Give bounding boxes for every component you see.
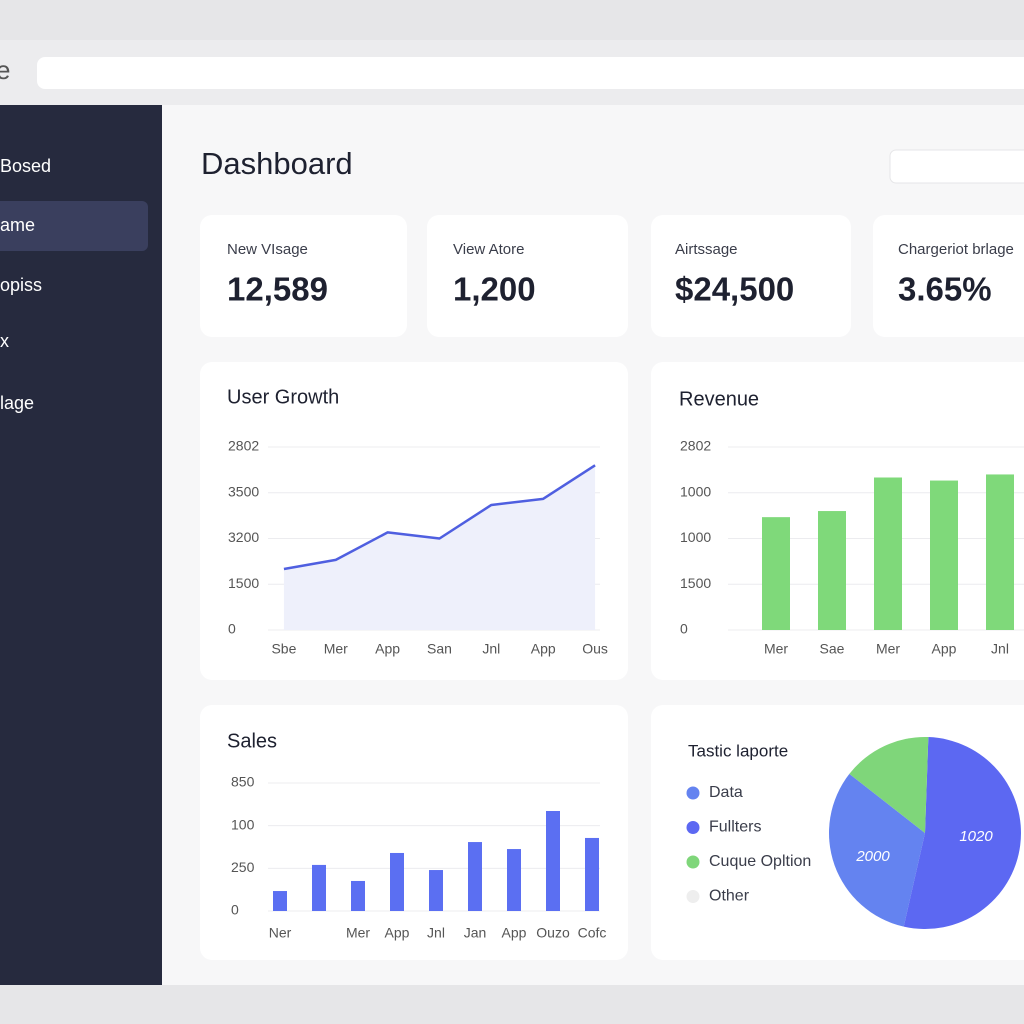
x-tick-label: Sbe	[271, 641, 296, 657]
url-bar[interactable]	[37, 57, 1024, 89]
sidebar-item[interactable]: ame	[0, 215, 35, 235]
y-tick-label: 0	[680, 621, 688, 637]
bar	[986, 474, 1014, 630]
slice-label: 1020	[959, 828, 993, 845]
y-tick-label: 1500	[228, 575, 259, 591]
x-tick-label: Sae	[820, 641, 845, 657]
bar	[930, 480, 958, 630]
bar	[312, 864, 326, 911]
stat-value: 3.65%	[898, 271, 992, 308]
chart-title: Revenue	[679, 388, 759, 410]
bar	[585, 837, 599, 911]
sidebar-item[interactable]: opiss	[0, 275, 42, 295]
legend-dot	[686, 855, 700, 869]
legend-label: Data	[709, 784, 743, 801]
search-box[interactable]	[889, 149, 1024, 184]
legend-label: Fullters	[709, 819, 761, 836]
y-tick-label: 0	[228, 621, 236, 637]
bar	[429, 870, 443, 911]
legend-label: Cuque Opltion	[709, 853, 811, 870]
line-area	[283, 465, 596, 630]
chart-title: User Growth	[227, 386, 339, 408]
bar	[546, 810, 560, 911]
x-tick-label: Jnl	[427, 925, 445, 941]
sidebar-active	[0, 201, 148, 251]
y-tick-label: 3200	[228, 529, 259, 545]
x-tick-label: App	[375, 641, 400, 657]
x-tick-label: Mer	[324, 641, 348, 657]
chart-title: Sales	[227, 730, 277, 752]
legend-label: Other	[709, 888, 750, 905]
x-tick-label: App	[932, 641, 957, 657]
y-tick-label: 850	[231, 774, 255, 790]
pie-slice	[849, 737, 929, 833]
x-tick-label: San	[427, 641, 452, 657]
bar	[507, 849, 521, 911]
pie-slice	[829, 773, 925, 927]
y-tick-label: 250	[231, 859, 255, 875]
x-tick-label: Jnl	[991, 641, 1009, 657]
y-tick-label: 1000	[680, 483, 711, 499]
x-tick-label: Jnl	[482, 641, 500, 657]
x-tick-label: App	[531, 641, 556, 657]
x-tick-label: Ous	[582, 641, 608, 657]
x-tick-label: Ner	[269, 925, 292, 941]
x-tick-label: Jan	[464, 925, 487, 941]
y-tick-label: 2802	[680, 438, 711, 454]
stat-label: New VIsage	[227, 241, 308, 258]
legend-dot	[686, 786, 700, 800]
y-tick-label: 3500	[228, 483, 259, 499]
slice-label: 2000	[855, 848, 890, 865]
x-tick-label: Cofc	[578, 925, 607, 941]
y-tick-label: 2802	[228, 438, 259, 454]
stat-card	[427, 215, 628, 337]
bar	[468, 842, 482, 911]
bar	[874, 477, 902, 630]
y-tick-label: 0	[231, 902, 239, 918]
stat-value: 12,589	[227, 271, 328, 308]
chart-title: Tastic laporte	[688, 741, 788, 760]
sidebar-item[interactable]: x	[0, 331, 9, 351]
stat-label: Chargeriot brlage	[898, 241, 1014, 258]
stat-value: $24,500	[675, 271, 794, 308]
bar	[818, 511, 846, 630]
x-tick-label: App	[502, 925, 527, 941]
sidebar	[0, 105, 162, 985]
stat-label: View Atore	[453, 241, 524, 258]
x-tick-label: Mer	[346, 925, 370, 941]
y-tick-label: 100	[231, 816, 255, 832]
pie-slice	[903, 737, 1021, 929]
legend-dot	[686, 890, 700, 903]
x-tick-label: App	[385, 925, 410, 941]
x-tick-label: Mer	[876, 641, 900, 657]
bar	[273, 891, 287, 911]
x-tick-label: Mer	[764, 641, 788, 657]
line	[283, 464, 596, 571]
y-tick-label: 1500	[680, 575, 711, 591]
x-tick-label: Ouzo	[536, 925, 570, 941]
tab-text: e	[0, 55, 10, 85]
page-title: Dashboard	[201, 146, 353, 181]
stat-card	[651, 215, 851, 337]
y-tick-label: 1000	[680, 529, 711, 545]
sidebar-item[interactable]: Bosed	[0, 156, 51, 176]
sidebar-item[interactable]: lage	[0, 393, 34, 413]
stat-card	[200, 215, 407, 337]
stat-label: Airtssage	[675, 241, 738, 258]
bar	[390, 852, 404, 911]
bar	[351, 880, 365, 911]
stat-card	[873, 215, 1024, 337]
bar	[762, 517, 790, 630]
stat-value: 1,200	[453, 271, 536, 308]
legend-dot	[686, 821, 700, 834]
